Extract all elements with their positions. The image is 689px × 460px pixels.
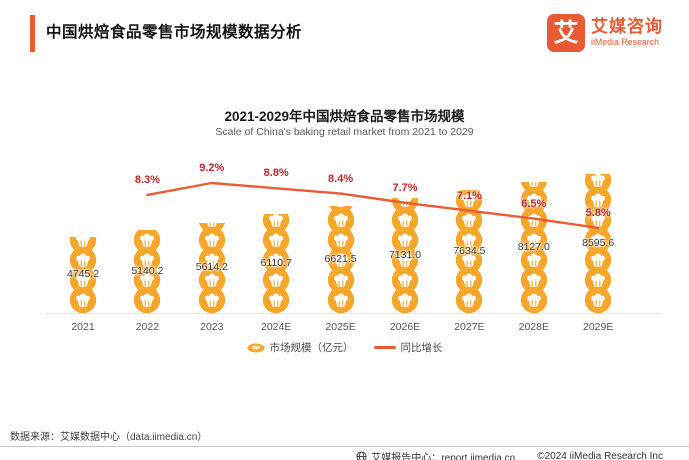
bar-value-label: 6621.5 xyxy=(324,253,357,266)
cupcake-icon xyxy=(584,286,612,314)
cupcake-icon xyxy=(328,206,353,214)
cupcake-icon xyxy=(456,226,483,254)
bar-value-label: 8595.6 xyxy=(582,237,615,249)
x-axis-label: 2022 xyxy=(135,321,160,333)
cupcake-icon xyxy=(520,286,547,314)
legend-item-growth: 同比增长 xyxy=(373,340,443,355)
x-axis-label: 2027E xyxy=(454,321,485,333)
chart-subtitle: Scale of China's baking retail market fr… xyxy=(215,126,474,138)
x-axis-label: 2026E xyxy=(389,321,421,333)
report-center-link[interactable]: 艾媒报告中心：report.iimedia.cn xyxy=(356,449,515,460)
cupcake-icon xyxy=(139,230,156,234)
cupcake-icon xyxy=(262,246,290,274)
cupcake-icon xyxy=(456,286,483,314)
cupcake-icon xyxy=(262,286,290,314)
cupcake-icon xyxy=(520,226,547,254)
cupcake-icon xyxy=(327,266,354,294)
cupcake-icon xyxy=(262,266,290,294)
growth-label: 6.5% xyxy=(521,197,547,210)
footer-bar: 艾媒报告中心：report.iimedia.cn ©2024 iiMedia R… xyxy=(356,449,663,460)
cupcake-icon xyxy=(391,286,419,314)
cupcake-icon xyxy=(327,246,354,274)
legend-line-label: 同比增长 xyxy=(400,342,443,354)
growth-label: 8.3% xyxy=(134,173,160,186)
line-series-icon xyxy=(373,346,396,349)
iimedia-logo-icon: 艾 xyxy=(547,14,585,52)
bar-2023 xyxy=(197,222,227,314)
cupcake-icon xyxy=(134,266,161,294)
cupcake-icon xyxy=(198,246,225,274)
x-axis-label: 2028E xyxy=(518,321,549,333)
growth-label: 7.1% xyxy=(456,189,482,202)
x-axis-label: 2021 xyxy=(71,321,95,333)
x-axis-line xyxy=(46,313,662,314)
chart-title: 2021-2029年中国烘焙食品零售市场规模 xyxy=(224,109,465,124)
cupcake-icon xyxy=(584,246,612,274)
cupcake-icon xyxy=(69,246,97,274)
growth-label: 8.8% xyxy=(263,167,289,180)
logo-name-cn: 艾媒咨询 xyxy=(591,17,663,37)
globe-icon xyxy=(356,451,367,460)
cupcake-icon xyxy=(134,230,161,254)
bar-value-label: 4745.2 xyxy=(66,268,100,281)
cupcake-icon xyxy=(262,214,290,234)
cupcake-icon xyxy=(134,246,161,274)
cupcake-icon xyxy=(69,236,97,254)
growth-label: 5.8% xyxy=(585,206,611,219)
bar-value-label: 7131.0 xyxy=(388,248,422,261)
cupcake-icon xyxy=(262,226,290,254)
bar-value-label: 8127.0 xyxy=(517,240,550,253)
cupcake-icon xyxy=(584,266,612,294)
cupcake-icon xyxy=(327,226,354,254)
bar-2021 xyxy=(68,236,98,314)
title-accent-bar xyxy=(30,15,35,52)
cupcake-icon xyxy=(69,266,97,294)
bar-value-label: 7634.5 xyxy=(453,244,486,257)
footer-divider xyxy=(0,446,689,447)
cupcake-icon xyxy=(198,266,225,294)
legend-bar-label: 市场规模（亿元） xyxy=(269,342,354,354)
cupcake-icon xyxy=(456,266,483,294)
bar-series-icon xyxy=(247,343,264,352)
page-title: 中国烘焙食品零售市场规模数据分析 xyxy=(46,24,303,41)
cupcake-icon xyxy=(520,266,547,294)
data-source-note: 数据来源：艾媒数据中心（data.iimedia.cn） xyxy=(10,432,208,443)
cupcake-icon xyxy=(391,246,419,274)
cupcake-icon xyxy=(391,197,419,214)
cupcake-icon xyxy=(134,286,161,314)
cupcake-icon xyxy=(520,246,547,274)
x-axis-label: 2023 xyxy=(200,321,224,333)
report-center-text: 艾媒报告中心：report.iimedia.cn xyxy=(371,453,516,460)
logo-name-en: iiMedia Research xyxy=(591,37,659,47)
cupcake-icon xyxy=(391,226,419,254)
bar-2022 xyxy=(132,230,162,314)
iimedia-logo: 艾 艾媒咨询 iiMedia Research xyxy=(547,14,663,52)
bar-value-label: 5140.2 xyxy=(131,265,164,278)
cupcake-icon xyxy=(456,246,483,274)
cupcake-icon xyxy=(327,286,354,314)
cupcake-icon xyxy=(69,286,97,314)
bar-value-label: 6110.7 xyxy=(260,257,292,270)
x-axis-label: 2024E xyxy=(261,321,292,333)
bar-value-label: 5614.2 xyxy=(195,261,228,274)
legend-item-market-scale: 市场规模（亿元） xyxy=(247,340,354,355)
cupcake-icon xyxy=(198,226,225,254)
x-axis-label: 2025E xyxy=(325,321,356,333)
cupcake-icon xyxy=(391,266,419,294)
x-axis-label: 2029E xyxy=(583,321,614,333)
growth-label: 7.7% xyxy=(392,181,418,194)
cupcake-icon xyxy=(198,222,225,234)
growth-label: 9.2% xyxy=(199,162,225,174)
cupcake-icon xyxy=(584,226,612,254)
chart-legend: 市场规模（亿元） 同比增长 xyxy=(0,340,689,355)
copyright-text: ©2024 iiMedia Research Inc xyxy=(537,451,663,460)
cupcake-icon xyxy=(198,286,225,314)
cupcake-icon xyxy=(520,181,547,194)
growth-label: 8.4% xyxy=(328,172,354,185)
cupcake-icon xyxy=(584,174,612,194)
